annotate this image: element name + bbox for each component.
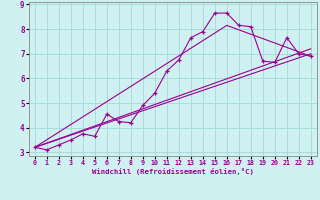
X-axis label: Windchill (Refroidissement éolien,°C): Windchill (Refroidissement éolien,°C): [92, 168, 254, 175]
